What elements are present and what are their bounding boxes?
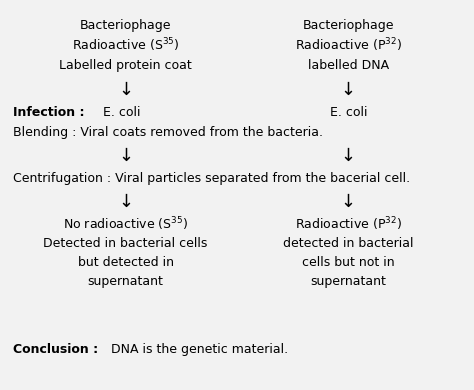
Text: E. coli: E. coli (329, 106, 367, 119)
Text: detected in bacterial: detected in bacterial (283, 237, 414, 250)
Text: ↓: ↓ (341, 147, 356, 165)
Text: Infection :: Infection : (13, 106, 89, 119)
Text: supernatant: supernatant (310, 275, 386, 289)
Text: E. coli: E. coli (103, 106, 141, 119)
Text: Blending : Viral coats removed from the bacteria.: Blending : Viral coats removed from the … (13, 126, 323, 139)
Text: ↓: ↓ (118, 81, 133, 99)
Text: Centrifugation : Viral particles separated from the bacerial cell.: Centrifugation : Viral particles separat… (13, 172, 410, 185)
Text: labelled DNA: labelled DNA (308, 59, 389, 73)
Text: Radioactive (S$^{35}$): Radioactive (S$^{35}$) (72, 37, 180, 55)
Text: Radioactive (P$^{32}$): Radioactive (P$^{32}$) (295, 216, 402, 234)
Text: ↓: ↓ (341, 193, 356, 211)
Text: ↓: ↓ (118, 147, 133, 165)
Text: ↓: ↓ (118, 193, 133, 211)
Text: supernatant: supernatant (88, 275, 164, 289)
Text: DNA is the genetic material.: DNA is the genetic material. (111, 342, 288, 356)
Text: Labelled protein coat: Labelled protein coat (59, 59, 192, 73)
Text: Bacteriophage: Bacteriophage (80, 19, 172, 32)
Text: Bacteriophage: Bacteriophage (302, 19, 394, 32)
Text: ↓: ↓ (341, 81, 356, 99)
Text: Conclusion :: Conclusion : (13, 342, 103, 356)
Text: cells but not in: cells but not in (302, 256, 395, 269)
Text: Radioactive (P$^{32}$): Radioactive (P$^{32}$) (295, 37, 402, 55)
Text: Detected in bacterial cells: Detected in bacterial cells (44, 237, 208, 250)
Text: No radioactive (S$^{35}$): No radioactive (S$^{35}$) (63, 216, 188, 234)
Text: but detected in: but detected in (78, 256, 173, 269)
